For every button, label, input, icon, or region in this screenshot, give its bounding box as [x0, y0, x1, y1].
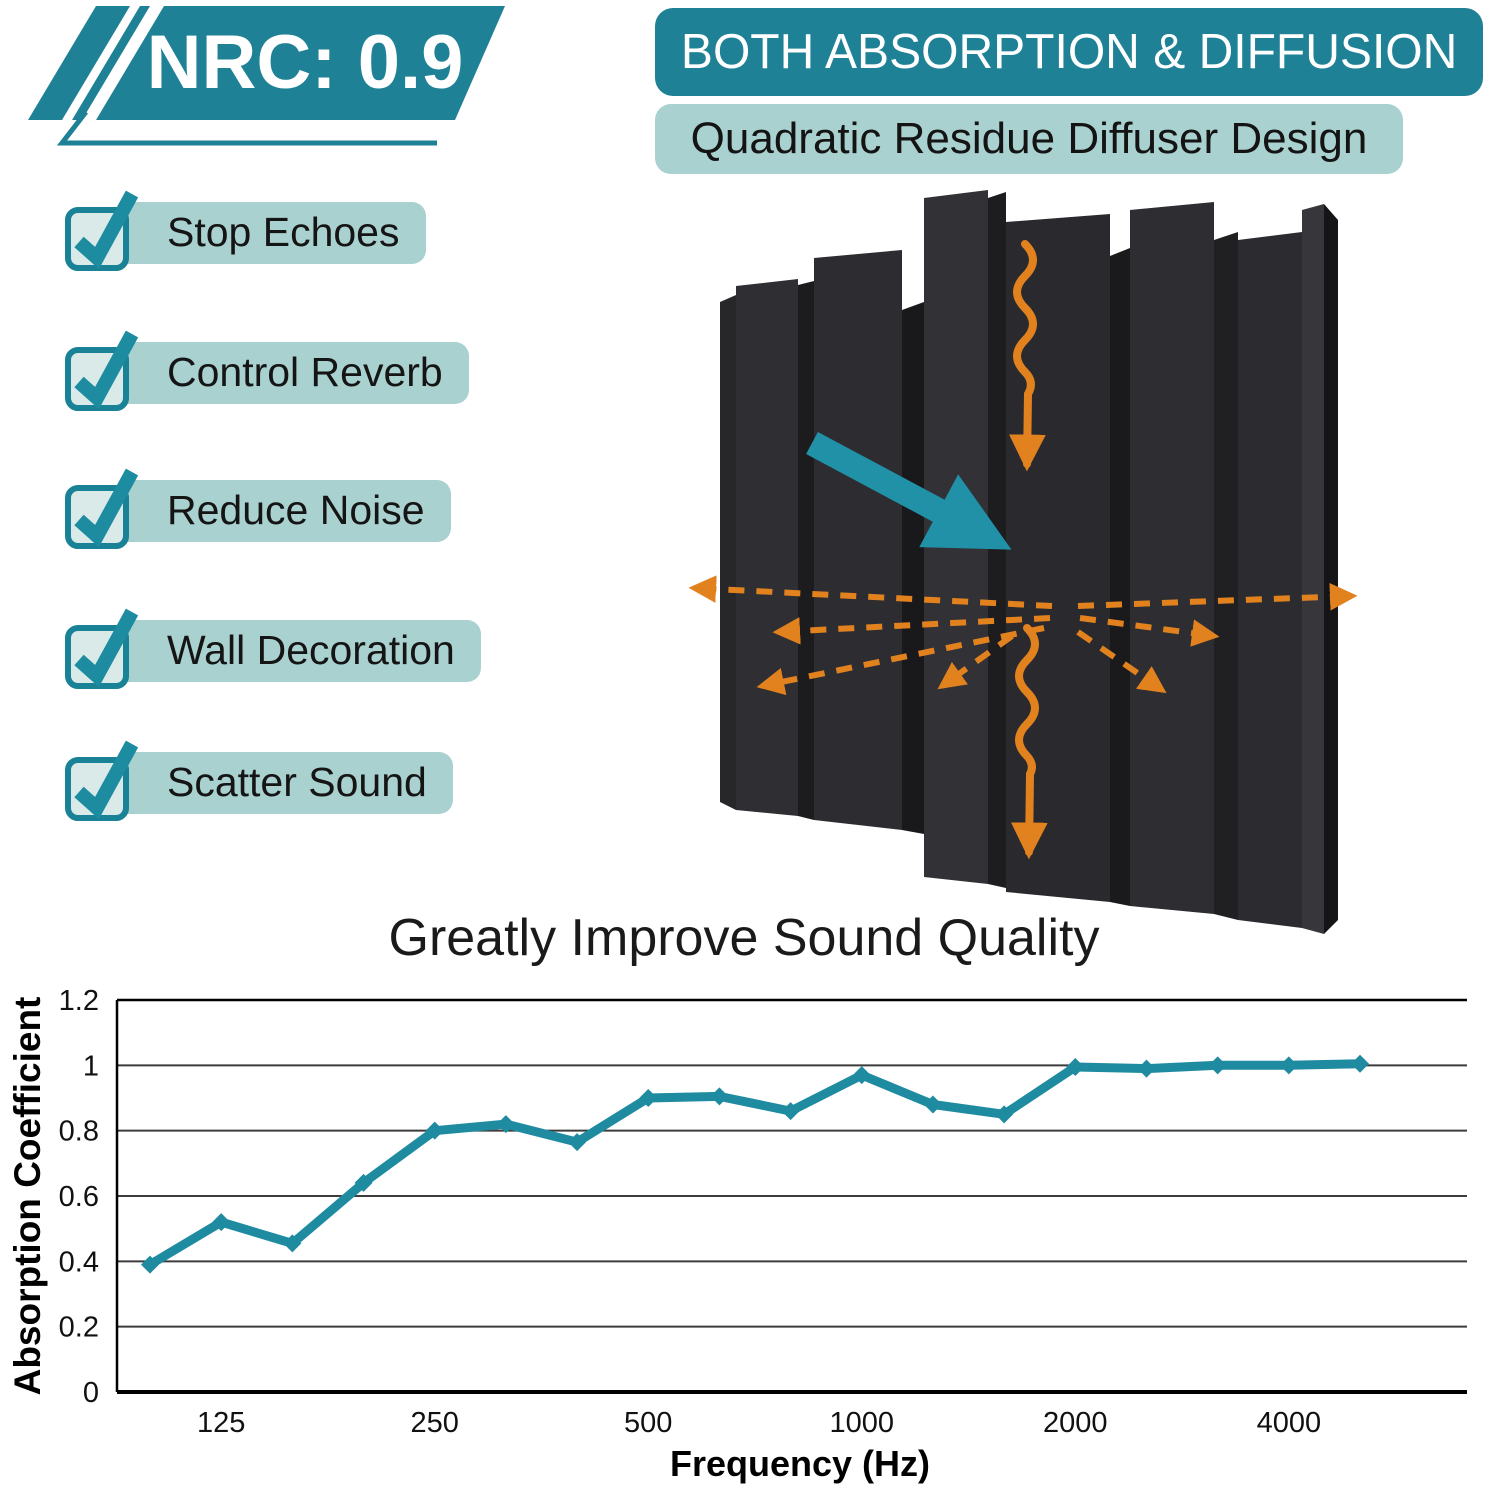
chart-title: Greatly Improve Sound Quality: [388, 909, 1100, 967]
acoustic-foam-panel-illustration: [688, 190, 1358, 934]
banner-secondary-label: Quadratic Residue Diffuser Design: [690, 114, 1368, 163]
badge-body: [96, 6, 505, 120]
nrc-badge-label: NRC: 0.9: [147, 20, 464, 105]
absorbed-sound-wave-arrow: [1009, 240, 1048, 860]
y-tick-label: 0.2: [59, 1312, 99, 1344]
x-tick-label: 1000: [830, 1407, 895, 1439]
data-point-marker: [141, 1255, 159, 1274]
data-point-marker: [1208, 1056, 1227, 1075]
y-tick-label: 0: [83, 1377, 99, 1409]
checklist-label: Reduce Noise: [115, 480, 451, 542]
data-point-marker: [1351, 1054, 1369, 1073]
data-point-marker: [639, 1089, 658, 1107]
check-icon: [65, 608, 139, 689]
data-point-marker: [212, 1213, 231, 1232]
scattered-sound-arrows: [688, 575, 1358, 696]
x-axis-title: Frequency (Hz): [669, 1443, 931, 1484]
banner-absorption-diffusion: BOTH ABSORPTION & DIFFUSION: [655, 8, 1483, 96]
x-tick-label: 2000: [1043, 1407, 1108, 1439]
data-point-marker: [923, 1095, 942, 1114]
check-icon: [65, 740, 139, 821]
data-point-marker: [496, 1115, 515, 1134]
checklist-label: Stop Echoes: [115, 202, 426, 264]
data-point-marker: [1137, 1059, 1156, 1078]
data-point-marker: [425, 1121, 444, 1140]
y-tick-label: 1: [83, 1050, 99, 1082]
badge-slash-thin: [72, 6, 150, 120]
data-point-marker: [781, 1102, 800, 1121]
y-tick-label: 0.8: [59, 1116, 99, 1148]
data-point-marker: [1279, 1056, 1298, 1075]
check-icon: [65, 468, 139, 549]
incident-sound-arrow: [806, 431, 1012, 550]
data-line: [145, 1059, 1365, 1270]
x-tick-label: 500: [624, 1407, 672, 1439]
badge-slash-sliver: [28, 6, 130, 120]
x-tick-label: 125: [197, 1407, 245, 1439]
nrc-badge: NRC: 0.9: [0, 0, 560, 170]
banner-primary-label: BOTH ABSORPTION & DIFFUSION: [680, 25, 1458, 79]
data-point-marker: [710, 1087, 729, 1106]
check-icon: [65, 190, 139, 271]
x-tick-label: 4000: [1257, 1407, 1322, 1439]
y-tick-label: 0.4: [59, 1246, 99, 1278]
data-point-marker: [995, 1105, 1014, 1124]
badge-underline: [56, 110, 437, 146]
x-tick-label: 250: [411, 1407, 459, 1439]
data-point-marker: [354, 1173, 373, 1192]
check-icon: [65, 330, 139, 411]
absorption-coefficient-chart: 0 0.2 0.4 0.6 0.8 1 1.2 125 250 500 1000 2000 4000: [59, 985, 1467, 1439]
checklist-label: Control Reverb: [115, 342, 469, 404]
checklist-label: Scatter Sound: [115, 752, 453, 814]
banner-diffuser-design: Quadratic Residue Diffuser Design: [655, 104, 1403, 174]
y-tick-label: 1.2: [59, 985, 99, 1017]
data-point-marker: [852, 1066, 871, 1085]
checklist-label: Wall Decoration: [115, 620, 481, 682]
data-point-marker: [1066, 1057, 1085, 1076]
y-tick-label: 0.6: [59, 1181, 99, 1213]
data-point-marker: [283, 1234, 302, 1253]
data-point-marker: [568, 1133, 587, 1152]
nrc-badge-graphic: NRC: 0.9: [28, 6, 505, 146]
